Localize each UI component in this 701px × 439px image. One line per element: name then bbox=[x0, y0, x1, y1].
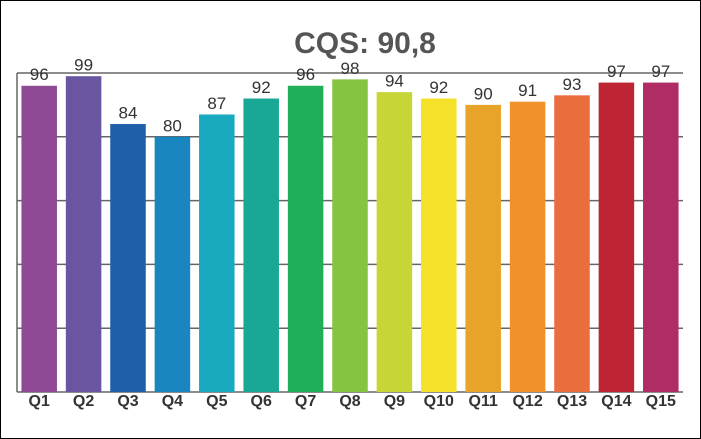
x-tick-label: Q1 bbox=[29, 393, 50, 410]
value-label: 96 bbox=[30, 65, 49, 84]
value-label: 92 bbox=[429, 78, 448, 97]
chart-title: CQS: 90,8 bbox=[294, 27, 436, 60]
x-tick-label: Q4 bbox=[162, 393, 183, 410]
bar bbox=[110, 124, 146, 392]
x-tick-label: Q8 bbox=[339, 393, 360, 410]
value-label: 94 bbox=[385, 72, 404, 91]
x-tick-label: Q7 bbox=[295, 393, 316, 410]
bar bbox=[598, 82, 635, 392]
value-label: 92 bbox=[252, 78, 271, 97]
bar bbox=[465, 104, 501, 393]
value-label: 80 bbox=[163, 116, 182, 135]
bar bbox=[154, 136, 191, 392]
bar bbox=[65, 76, 102, 392]
bar bbox=[21, 85, 57, 392]
x-tick-label: Q5 bbox=[206, 393, 227, 410]
x-tick-label: Q9 bbox=[384, 393, 405, 410]
bar bbox=[243, 98, 279, 393]
x-tick-label: Q2 bbox=[73, 393, 94, 410]
bar bbox=[554, 95, 590, 392]
x-tick-label: Q6 bbox=[251, 393, 272, 410]
x-tick-label: Q10 bbox=[424, 393, 454, 410]
value-label: 93 bbox=[563, 75, 582, 94]
x-tick-label: Q12 bbox=[512, 393, 542, 410]
bar bbox=[332, 79, 368, 392]
value-label: 99 bbox=[74, 56, 93, 75]
bar bbox=[509, 101, 546, 393]
bar bbox=[421, 98, 457, 393]
value-label: 91 bbox=[518, 81, 537, 100]
value-label: 97 bbox=[651, 62, 670, 81]
value-label: 87 bbox=[207, 94, 226, 113]
value-label: 90 bbox=[474, 84, 493, 103]
value-label: 98 bbox=[341, 59, 360, 78]
x-tick-label: Q14 bbox=[601, 393, 631, 410]
value-label: 97 bbox=[607, 62, 626, 81]
bar bbox=[643, 82, 679, 392]
bar bbox=[376, 92, 413, 392]
x-tick-label: Q15 bbox=[646, 393, 676, 410]
value-label: 84 bbox=[119, 104, 138, 123]
x-tick-label: Q13 bbox=[557, 393, 587, 410]
x-tick-label: Q3 bbox=[117, 393, 138, 410]
bar bbox=[287, 85, 324, 392]
x-tick-label: Q11 bbox=[469, 393, 498, 410]
bar bbox=[199, 114, 235, 392]
value-label: 96 bbox=[296, 65, 315, 84]
